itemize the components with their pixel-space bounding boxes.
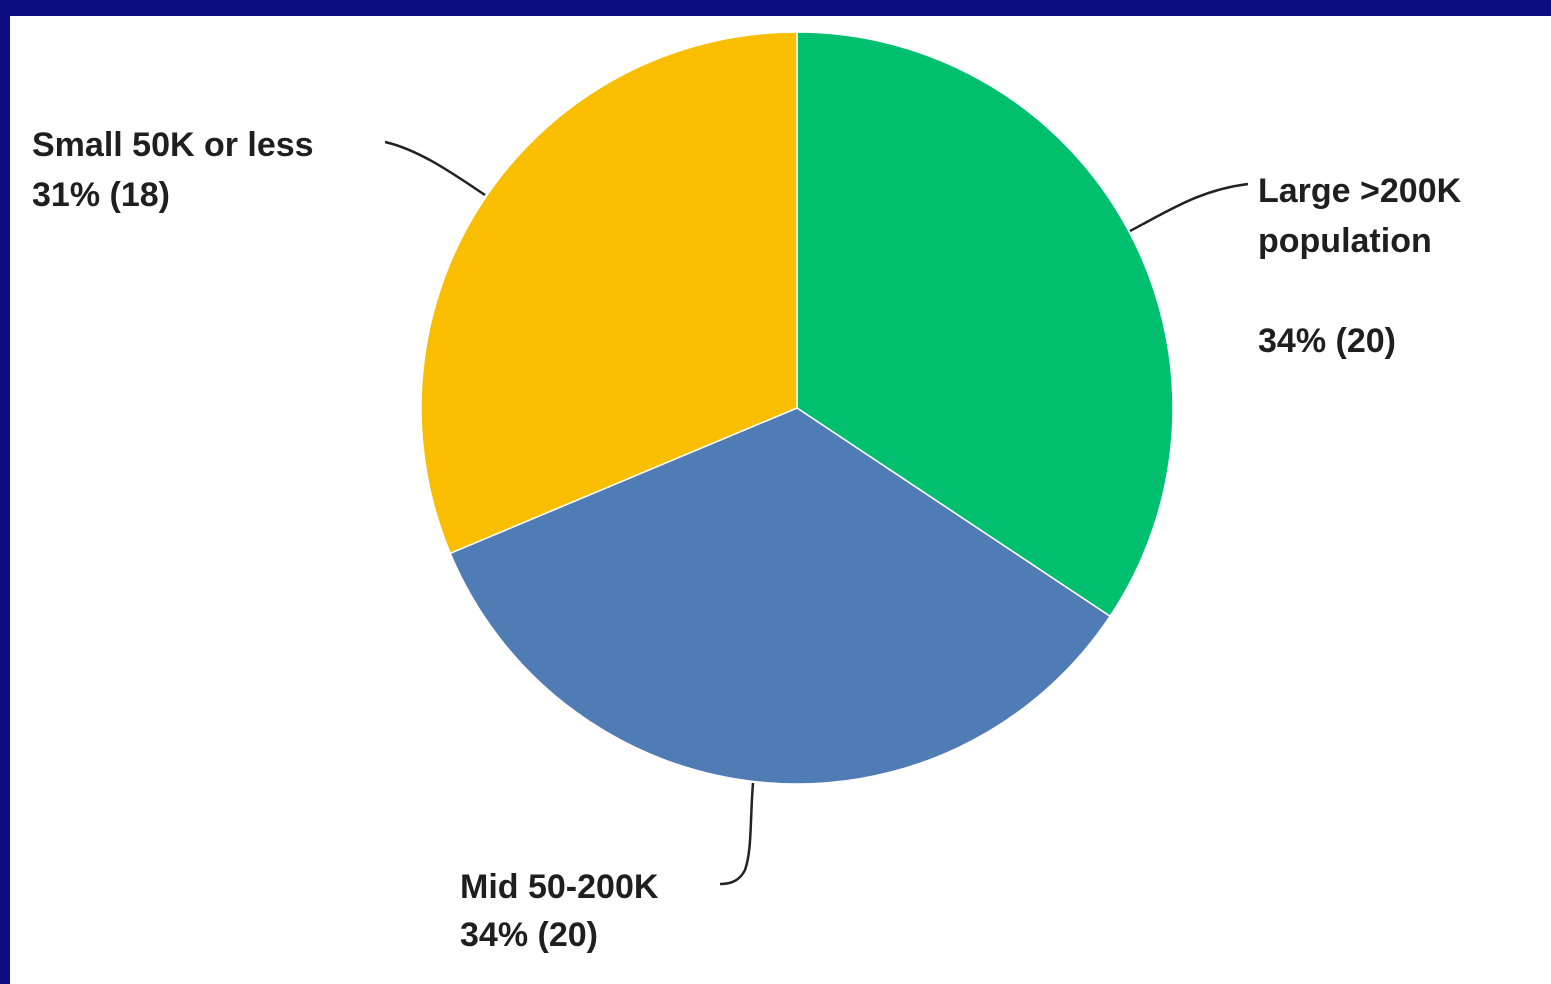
pie-slice-small xyxy=(420,31,798,555)
slice-label-small: Small 50K or less xyxy=(32,126,314,164)
leader-line-large xyxy=(1129,182,1249,233)
slice-value-large: 34% (20) xyxy=(1258,322,1396,360)
slice-label-large-line1: Large >200K xyxy=(1258,172,1462,210)
pie-slice-mid xyxy=(449,407,1112,785)
leader-line-mid xyxy=(719,782,755,886)
pie-slices xyxy=(420,31,1174,785)
slice-value-small: 31% (18) xyxy=(32,176,170,214)
slice-value-mid: 34% (20) xyxy=(460,916,598,954)
leader-line-small xyxy=(384,140,486,197)
slice-label-mid: Mid 50-200K xyxy=(460,868,659,906)
slice-label-large-line2: population xyxy=(1258,222,1432,260)
